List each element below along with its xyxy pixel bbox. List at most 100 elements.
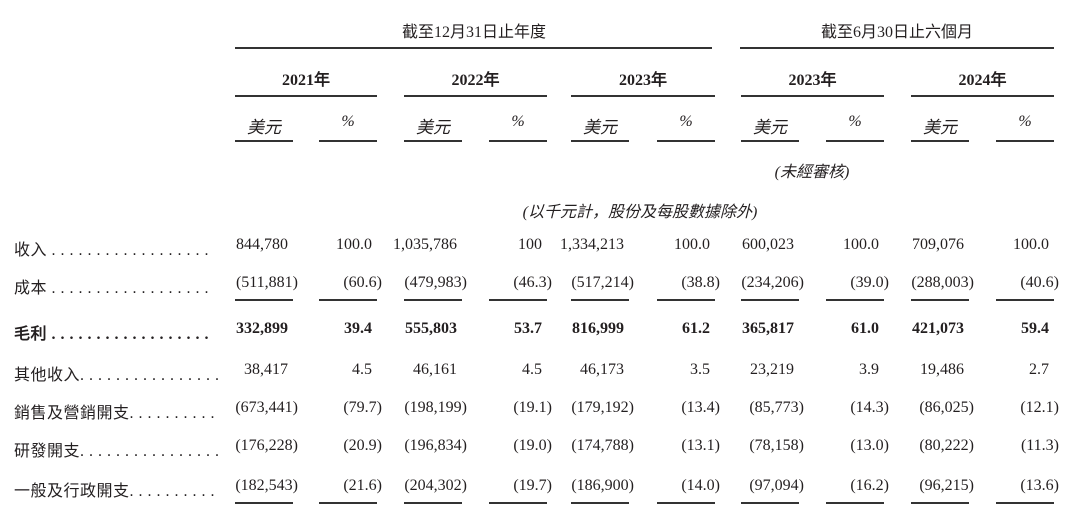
- amount-cell: (196,834): [404, 437, 467, 454]
- subtotal-underline: [826, 299, 884, 301]
- subtotal-underline: [571, 502, 629, 504]
- percent-header: %: [341, 113, 355, 130]
- currency-header: 美元: [923, 118, 957, 137]
- amount-cell: (179,192): [571, 399, 634, 416]
- percent-header: %: [679, 113, 693, 130]
- percent-cell: 4.5: [522, 361, 542, 378]
- percent-cell: (79.7): [343, 399, 382, 416]
- amount-cell: 332,899: [236, 320, 288, 337]
- percent-cell: (21.6): [343, 477, 382, 494]
- amount-cell: 23,219: [750, 361, 794, 378]
- amount-cell: (80,222): [919, 437, 974, 454]
- divider: [235, 47, 712, 49]
- percent-cell: 100.0: [843, 236, 879, 253]
- amount-cell: 1,334,213: [560, 236, 624, 253]
- amount-cell: 600,023: [742, 236, 794, 253]
- amount-cell: (511,881): [235, 274, 298, 291]
- percent-header: %: [511, 113, 525, 130]
- year-header: 2023年: [618, 72, 668, 89]
- percent-cell: (19.0): [513, 437, 552, 454]
- row-label: 銷售及營銷開支. . . . . . . . . .: [14, 405, 216, 422]
- unit-note: (以千元計，股份及每股數據除外): [522, 204, 758, 221]
- percent-cell: (20.9): [343, 437, 382, 454]
- divider: [911, 95, 1054, 97]
- percent-cell: (39.0): [850, 274, 889, 291]
- percent-cell: (14.3): [850, 399, 889, 416]
- amount-cell: 1,035,786: [393, 236, 457, 253]
- subtotal-underline: [319, 502, 377, 504]
- subtotal-underline: [489, 502, 547, 504]
- percent-cell: 2.7: [1029, 361, 1049, 378]
- percent-cell: (13.6): [1020, 477, 1059, 494]
- divider: [235, 95, 377, 97]
- amount-cell: 38,417: [244, 361, 288, 378]
- amount-cell: (234,206): [741, 274, 804, 291]
- percent-cell: 59.4: [1021, 320, 1049, 337]
- divider: [826, 140, 884, 142]
- amount-cell: (479,983): [404, 274, 467, 291]
- subtotal-underline: [741, 299, 799, 301]
- divider: [996, 140, 1054, 142]
- percent-cell: 100: [518, 236, 542, 253]
- subtotal-underline: [911, 502, 969, 504]
- percent-cell: 39.4: [344, 320, 372, 337]
- year-header: 2023年: [788, 72, 837, 89]
- percent-cell: (13.4): [681, 399, 720, 416]
- divider: [657, 140, 715, 142]
- percent-cell: (14.0): [681, 477, 720, 494]
- percent-header: %: [1018, 113, 1032, 130]
- subtotal-underline: [911, 299, 969, 301]
- percent-cell: (40.6): [1020, 274, 1059, 291]
- year-header: 2021年: [281, 72, 331, 89]
- divider: [571, 95, 715, 97]
- divider: [740, 47, 1054, 49]
- percent-cell: 61.2: [682, 320, 710, 337]
- percent-cell: (19.1): [513, 399, 552, 416]
- subtotal-underline: [741, 502, 799, 504]
- percent-cell: (46.3): [513, 274, 552, 291]
- amount-cell: (176,228): [235, 437, 298, 454]
- divider: [404, 140, 462, 142]
- subtotal-underline: [404, 502, 462, 504]
- percent-cell: (13.0): [850, 437, 889, 454]
- row-label: 其他收入. . . . . . . . . . . . . . . .: [14, 367, 220, 384]
- amount-cell: 709,076: [912, 236, 964, 253]
- subtotal-underline: [235, 299, 293, 301]
- amount-cell: 844,780: [236, 236, 288, 253]
- currency-header: 美元: [583, 118, 617, 137]
- percent-cell: (11.3): [1020, 437, 1059, 454]
- amount-cell: (517,214): [571, 274, 634, 291]
- divider: [741, 140, 799, 142]
- header-annual-period: 截至12月31日止年度: [401, 24, 547, 41]
- divider: [741, 95, 884, 97]
- subtotal-underline: [235, 502, 293, 504]
- percent-cell: 100.0: [336, 236, 372, 253]
- amount-cell: (174,788): [571, 437, 634, 454]
- amount-cell: 421,073: [912, 320, 964, 337]
- amount-cell: 19,486: [920, 361, 964, 378]
- subtotal-underline: [996, 502, 1054, 504]
- percent-cell: 3.5: [690, 361, 710, 378]
- amount-cell: (96,215): [919, 477, 974, 494]
- divider: [571, 140, 629, 142]
- year-header: 2024年: [958, 72, 1007, 89]
- currency-header: 美元: [416, 118, 450, 137]
- percent-cell: 100.0: [1013, 236, 1049, 253]
- amount-cell: (204,302): [404, 477, 467, 494]
- percent-cell: (12.1): [1020, 399, 1059, 416]
- subtotal-underline: [404, 299, 462, 301]
- header-half-year-period: 截至6月30日止六個月: [820, 24, 974, 41]
- amount-cell: 816,999: [572, 320, 624, 337]
- percent-cell: (38.8): [681, 274, 720, 291]
- amount-cell: (85,773): [749, 399, 804, 416]
- divider: [911, 140, 969, 142]
- amount-cell: 555,803: [405, 320, 457, 337]
- percent-cell: (13.1): [681, 437, 720, 454]
- amount-cell: 46,161: [413, 361, 457, 378]
- divider: [404, 95, 547, 97]
- divider: [319, 140, 377, 142]
- amount-cell: (97,094): [749, 477, 804, 494]
- percent-cell: (16.2): [850, 477, 889, 494]
- subtotal-underline: [489, 299, 547, 301]
- amount-cell: (86,025): [919, 399, 974, 416]
